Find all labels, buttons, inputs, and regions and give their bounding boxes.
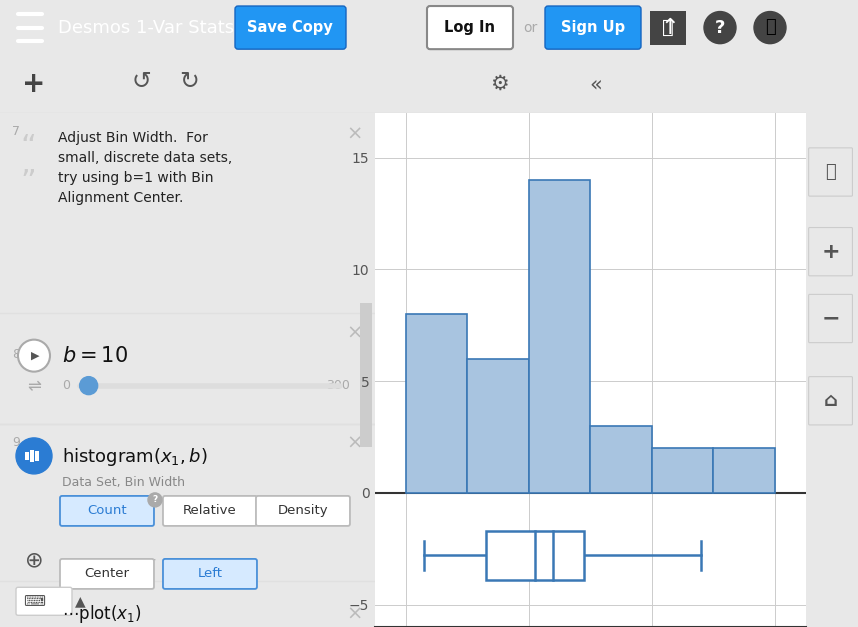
Text: 300: 300 — [326, 379, 350, 392]
Text: ⌂: ⌂ — [824, 391, 837, 410]
Text: ⎋: ⎋ — [662, 18, 674, 37]
Text: or: or — [523, 21, 537, 34]
Circle shape — [80, 377, 98, 394]
Circle shape — [16, 438, 52, 474]
FancyBboxPatch shape — [808, 295, 853, 342]
Text: ⇌: ⇌ — [27, 377, 41, 394]
Text: ×: × — [347, 434, 363, 453]
Bar — [529, 180, 590, 493]
Text: ?: ? — [715, 19, 725, 36]
Text: $b = 10$: $b = 10$ — [62, 345, 128, 366]
Text: ↑: ↑ — [661, 18, 680, 38]
Text: Data Set, Bin Width: Data Set, Bin Width — [62, 476, 185, 489]
Bar — [486, 531, 584, 580]
Bar — [468, 359, 529, 493]
Bar — [25, 452, 29, 460]
Text: Left: Left — [197, 567, 222, 581]
Text: ↻: ↻ — [179, 69, 199, 93]
Text: Sign Up: Sign Up — [561, 20, 625, 35]
FancyBboxPatch shape — [808, 377, 853, 425]
Text: ▶: ▶ — [31, 350, 39, 361]
Bar — [406, 314, 468, 493]
Bar — [590, 426, 652, 493]
Text: ”: ” — [20, 168, 36, 197]
Text: 0: 0 — [62, 379, 70, 392]
Text: ⚙: ⚙ — [490, 74, 509, 94]
Text: 🔧: 🔧 — [825, 163, 836, 181]
FancyBboxPatch shape — [60, 559, 154, 589]
FancyBboxPatch shape — [235, 6, 346, 49]
Text: +: + — [22, 70, 45, 98]
Text: ↺: ↺ — [131, 69, 151, 93]
FancyBboxPatch shape — [16, 587, 72, 615]
Text: ⌨: ⌨ — [23, 594, 45, 609]
Text: Log In: Log In — [444, 20, 496, 35]
FancyBboxPatch shape — [60, 496, 154, 526]
FancyBboxPatch shape — [163, 496, 257, 526]
Text: BAR HEIGHTS: BAR HEIGHTS — [62, 495, 142, 505]
Circle shape — [148, 493, 162, 507]
Text: −: − — [821, 308, 840, 329]
Circle shape — [18, 340, 50, 372]
Text: “: “ — [20, 133, 36, 162]
Text: ▲: ▲ — [75, 594, 85, 608]
Text: 🌐: 🌐 — [764, 18, 776, 36]
Text: ×: × — [347, 604, 363, 624]
Bar — [30, 450, 34, 462]
Bar — [652, 448, 713, 493]
FancyBboxPatch shape — [427, 6, 513, 49]
Bar — [650, 11, 686, 45]
Text: «: « — [589, 74, 602, 94]
Text: 8: 8 — [12, 348, 20, 361]
Text: ?: ? — [153, 495, 158, 504]
Circle shape — [754, 11, 786, 44]
Text: +: + — [821, 241, 840, 261]
Text: ×: × — [347, 324, 363, 342]
Text: ×: × — [347, 125, 363, 144]
FancyBboxPatch shape — [256, 496, 350, 526]
Text: BIN ALIGNMENT: BIN ALIGNMENT — [62, 559, 155, 569]
Text: $\cdots\mathrm{plot}(x_1)$: $\cdots\mathrm{plot}(x_1)$ — [62, 603, 142, 625]
Text: Desmos 1-Var Stats: Desmos 1-Var Stats — [58, 19, 234, 36]
FancyBboxPatch shape — [545, 6, 641, 49]
Text: Center: Center — [84, 567, 130, 581]
Text: Density: Density — [278, 504, 329, 517]
FancyBboxPatch shape — [163, 559, 257, 589]
Text: Adjust Bin Width.  For
small, discrete data sets,
try using b=1 with Bin
Alignme: Adjust Bin Width. For small, discrete da… — [58, 131, 233, 205]
Bar — [713, 448, 775, 493]
FancyBboxPatch shape — [808, 148, 853, 196]
Circle shape — [704, 11, 736, 44]
Text: Count: Count — [88, 504, 127, 517]
Text: 7: 7 — [12, 125, 20, 138]
Bar — [35, 451, 39, 461]
Text: histogram$(x_1, b)$: histogram$(x_1, b)$ — [62, 446, 208, 468]
Text: Save Copy: Save Copy — [247, 20, 333, 35]
FancyBboxPatch shape — [808, 228, 853, 276]
Bar — [360, 303, 372, 447]
Text: Relative: Relative — [183, 504, 237, 517]
Text: ⊕: ⊕ — [25, 550, 43, 570]
Text: 9: 9 — [12, 436, 20, 449]
